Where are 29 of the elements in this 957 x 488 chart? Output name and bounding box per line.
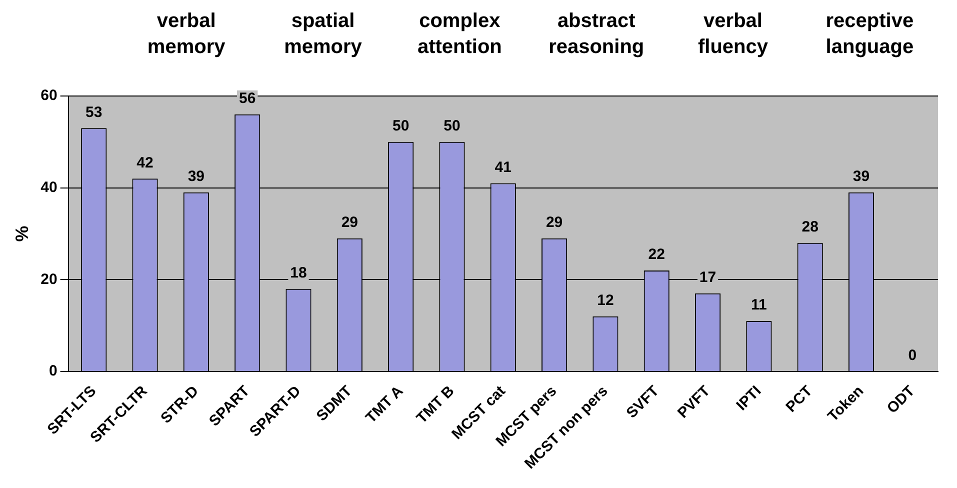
text: complex attention	[416, 9, 503, 60]
data-label: 18	[290, 264, 307, 282]
data-label: 29	[546, 214, 563, 231]
data-label: 12	[597, 292, 614, 310]
data-label: 11	[751, 296, 767, 314]
data-label: 53	[86, 104, 102, 121]
data-label: 29	[341, 214, 358, 231]
data-label: 42	[136, 154, 154, 172]
data-label: 41	[494, 158, 512, 176]
text: verbal fluency	[697, 9, 770, 60]
data-label: 50	[392, 118, 410, 135]
text: abstract reasoning	[548, 9, 646, 60]
data-label: 0	[908, 347, 917, 364]
y-tick-label: 0	[48, 362, 58, 380]
data-label: 39	[852, 168, 870, 186]
text: spatial memory	[283, 9, 363, 60]
data-label: 28	[802, 218, 818, 236]
x-tick-label: IPTI	[733, 382, 765, 414]
y-tick-label: 40	[40, 178, 58, 196]
text: receptive language	[824, 9, 915, 60]
y-tick-label: 20	[40, 270, 58, 288]
data-label: 39	[188, 168, 205, 186]
y-axis-title: %	[12, 226, 32, 242]
y-tick-label: 60	[40, 87, 58, 104]
text: verbal memory	[146, 9, 226, 60]
data-label: 22	[648, 246, 665, 264]
data-label: 17	[699, 269, 716, 286]
data-label: 56	[239, 90, 256, 108]
data-label: 50	[444, 118, 460, 135]
